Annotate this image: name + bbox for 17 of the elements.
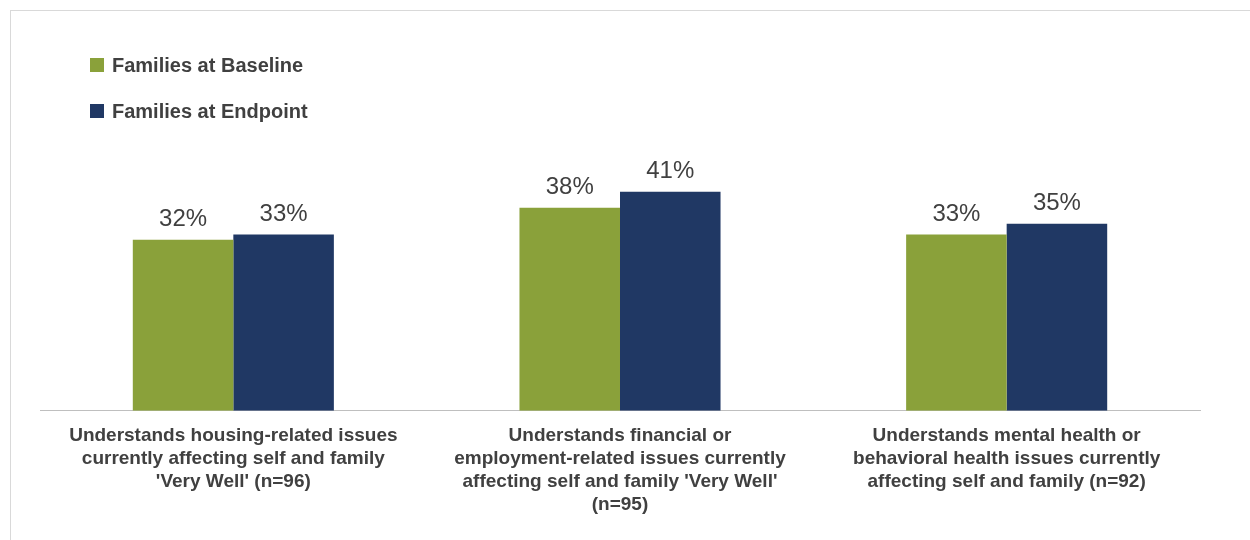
bar <box>519 207 620 411</box>
x-tick-label: Understands housing-related issues currently affecting self and family 'Very Well' (n=96) <box>69 424 398 492</box>
data-label: 41% <box>646 156 695 184</box>
bar <box>233 234 334 411</box>
bar <box>1006 223 1108 411</box>
x-tick-label: Understands mental health or behavioral health issues currently affecting self and family (n=92) <box>853 424 1161 492</box>
bar <box>620 191 721 411</box>
bar <box>906 234 1007 411</box>
data-label: 32% <box>159 204 208 232</box>
bar <box>132 239 234 411</box>
data-label: 33% <box>259 199 308 227</box>
data-label: 38% <box>545 172 594 200</box>
data-label: 35% <box>1032 188 1081 216</box>
data-label: 33% <box>932 199 981 227</box>
legend-label: Families at Endpoint <box>112 99 308 123</box>
x-tick-label: Understands financial or employment-related issues currently affecting self and family 'Very Well' (n=95) <box>454 424 787 514</box>
legend-label: Families at Baseline <box>112 53 304 77</box>
